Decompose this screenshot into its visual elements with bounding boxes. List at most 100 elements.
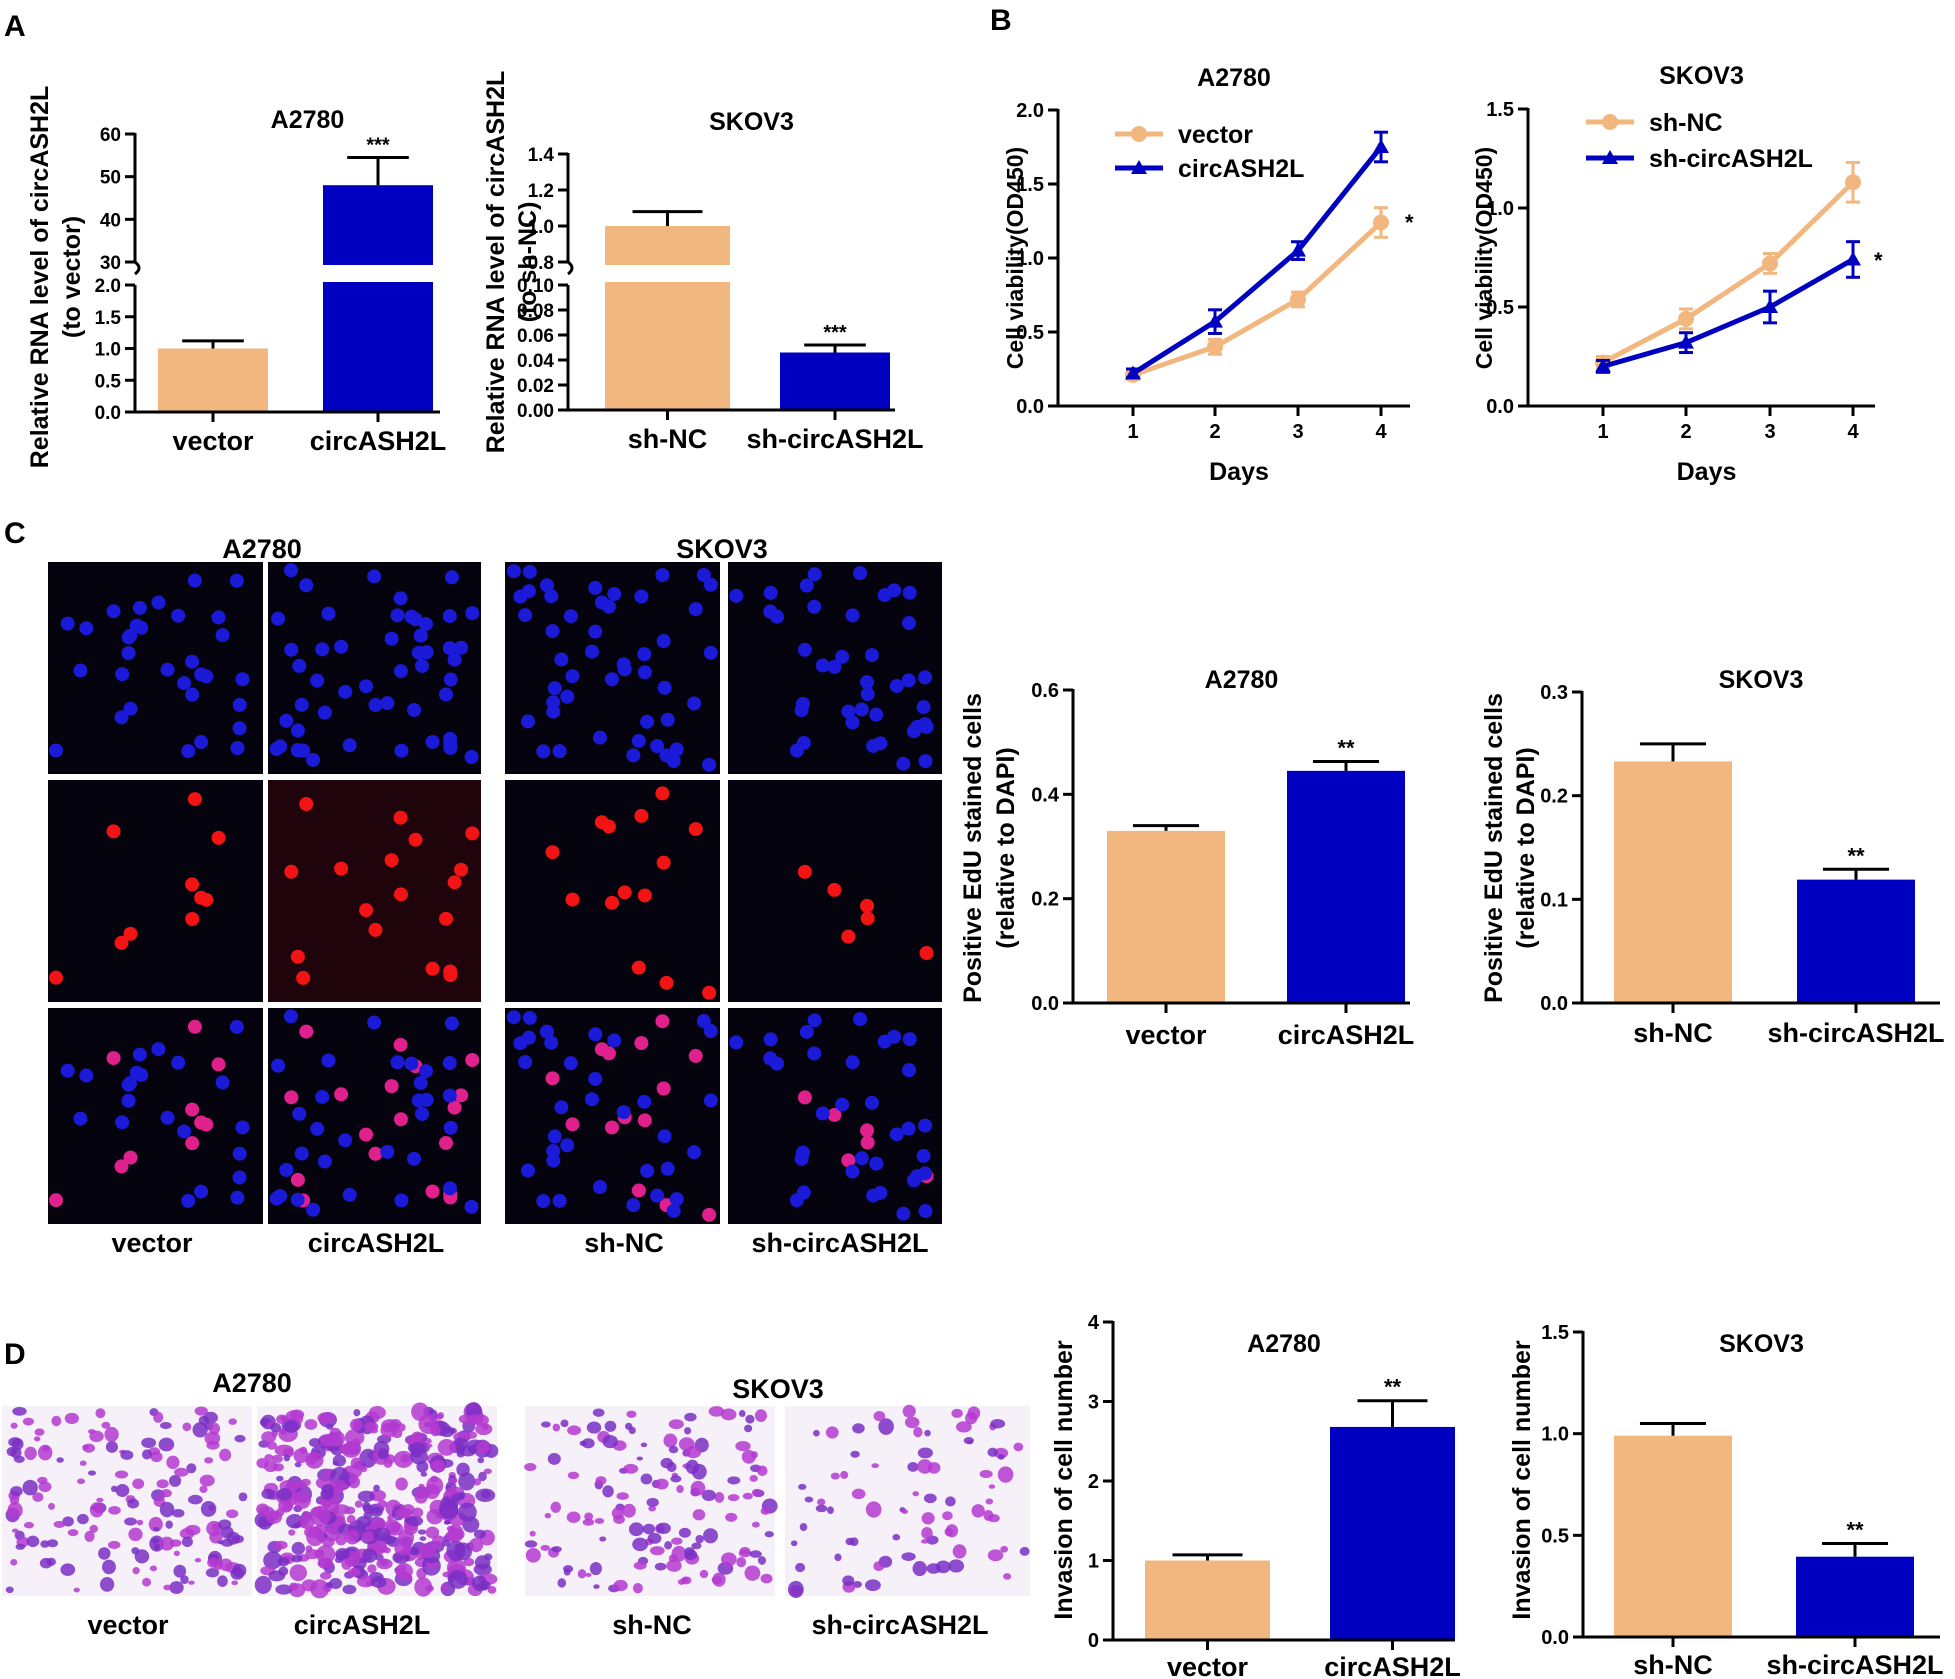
stained-cell	[354, 1500, 363, 1508]
dapi-nucleus	[896, 756, 911, 771]
stained-cell	[458, 1491, 466, 1499]
data-point	[1845, 251, 1861, 266]
data-point	[1290, 291, 1306, 308]
y-tick-label: 0.3	[1540, 682, 1568, 704]
stained-cell	[46, 1557, 56, 1566]
edu-nucleus	[702, 985, 717, 1000]
stained-cell	[226, 1531, 241, 1545]
dapi-nucleus	[384, 631, 399, 646]
y-tick-label: 1.5	[1541, 1322, 1569, 1344]
merged-nucleus	[604, 1120, 619, 1135]
stained-cell	[577, 1569, 587, 1579]
stained-cell	[288, 1582, 299, 1591]
chart-c2: ** 0.0 0.1 0.2 0.3 sh-NC sh-circASH2L SKOV3 Posi…	[1480, 666, 1945, 1048]
dapi-nucleus	[902, 585, 917, 600]
dapi-nucleus	[563, 609, 578, 624]
stained-cell	[306, 1526, 325, 1547]
bar-vector	[1145, 1560, 1270, 1640]
stained-cell	[921, 1512, 935, 1525]
significance-label: **	[1384, 1375, 1402, 1400]
legend-label: sh-NC	[1649, 109, 1723, 137]
stained-cell	[166, 1444, 173, 1451]
dapi-nucleus	[666, 753, 681, 768]
legend-label: sh-circASH2L	[1649, 145, 1813, 173]
chart-a1: *** 0.0 0.5 1.0 1.5 2.030 40 50 60 vector circASH2…	[26, 86, 446, 469]
category-label: sh-NC	[1633, 1018, 1713, 1048]
stained-cell	[751, 1488, 762, 1496]
merged-nucleus	[367, 1015, 382, 1030]
stained-cell	[817, 1498, 826, 1506]
chart-title: A2780	[271, 106, 345, 134]
stained-cell	[529, 1530, 536, 1537]
stained-cell	[567, 1425, 582, 1436]
stained-cell	[238, 1492, 248, 1502]
dapi-nucleus	[584, 644, 599, 659]
merged-nucleus	[359, 1127, 374, 1142]
dapi-nucleus	[688, 602, 703, 617]
merged-nucleus	[338, 1133, 353, 1148]
merged-nucleus	[185, 1136, 200, 1151]
merged-nucleus	[637, 1113, 652, 1128]
dapi-nucleus	[827, 659, 842, 674]
transwell-image	[2, 1406, 252, 1596]
stained-cell	[613, 1579, 628, 1592]
merged-nucleus	[413, 1076, 428, 1091]
microscopy-tile	[48, 780, 263, 1002]
dapi-nucleus	[177, 676, 192, 691]
stained-cell	[764, 1531, 774, 1538]
x-axis-label: Days	[1209, 458, 1269, 486]
dapi-nucleus	[797, 642, 812, 657]
stained-cell	[944, 1527, 954, 1537]
stained-cell	[927, 1462, 941, 1474]
edu-nucleus	[211, 830, 226, 845]
dapi-nucleus	[656, 634, 671, 649]
stained-cell	[95, 1408, 106, 1419]
merged-nucleus	[866, 1188, 881, 1203]
dapi-nucleus	[160, 662, 175, 677]
y-tick-label: 0.6	[1031, 680, 1059, 702]
stained-cell	[997, 1454, 1005, 1460]
merged-nucleus	[60, 1063, 75, 1078]
bar-circASH2L	[323, 185, 433, 412]
edu-nucleus	[284, 864, 299, 879]
stained-cell	[566, 1511, 581, 1523]
dapi-nucleus	[660, 712, 675, 727]
stained-cell	[701, 1489, 716, 1501]
edu-nucleus	[49, 970, 64, 985]
stained-cell	[878, 1418, 894, 1435]
y-tick-label: 2	[1088, 1471, 1099, 1493]
stained-cell	[160, 1489, 172, 1498]
stained-cell	[473, 1478, 482, 1486]
stained-cell	[745, 1414, 755, 1424]
stained-cell	[276, 1414, 287, 1425]
edu-nucleus	[688, 822, 703, 837]
stained-cell	[377, 1448, 389, 1460]
dapi-nucleus	[271, 611, 286, 626]
dapi-nucleus	[299, 578, 314, 593]
dapi-nucleus	[687, 696, 702, 711]
stained-cell	[414, 1577, 433, 1597]
stained-cell	[668, 1554, 678, 1563]
merged-nucleus	[657, 1129, 672, 1144]
chart-title: A2780	[1197, 64, 1271, 92]
stained-cell	[310, 1505, 331, 1527]
y-tick-label: 1.2	[528, 181, 554, 202]
stained-cell	[270, 1422, 282, 1433]
stained-cell	[361, 1531, 376, 1542]
stained-cell	[11, 1438, 24, 1451]
merged-nucleus	[443, 1120, 458, 1135]
dapi-nucleus	[565, 669, 580, 684]
merged-nucleus	[418, 1064, 433, 1079]
stained-cell	[447, 1527, 463, 1542]
merged-nucleus	[317, 1154, 332, 1169]
stained-cell	[1019, 1546, 1030, 1556]
stained-cell	[426, 1508, 444, 1525]
edu-nucleus	[443, 967, 458, 982]
dapi-nucleus	[547, 681, 562, 696]
stained-cell	[787, 1580, 804, 1598]
dapi-nucleus	[235, 672, 250, 687]
y-axis-label: Relative RNA level of circASH2L	[26, 86, 54, 469]
stained-cell	[282, 1501, 293, 1512]
merged-nucleus	[404, 1056, 419, 1071]
stained-cell	[692, 1509, 706, 1521]
